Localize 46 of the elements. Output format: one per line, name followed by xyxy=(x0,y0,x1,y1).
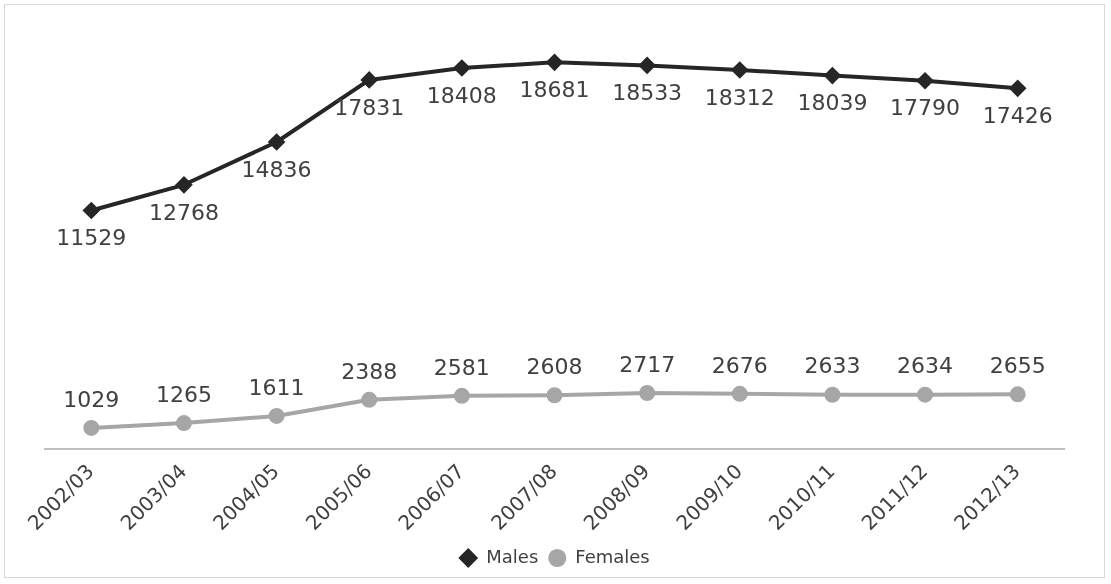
data-label: 17831 xyxy=(334,94,405,120)
data-label: 18681 xyxy=(519,77,590,103)
legend-label: Males xyxy=(486,545,539,567)
data-label: 2655 xyxy=(989,353,1046,378)
data-label: 2676 xyxy=(711,352,768,378)
point xyxy=(824,386,841,403)
data-label: 17790 xyxy=(890,95,961,121)
point xyxy=(731,61,748,78)
data-label: 17426 xyxy=(982,103,1053,129)
data-label: 12768 xyxy=(148,199,219,225)
data-label: 18533 xyxy=(612,80,683,106)
data-label: 2581 xyxy=(433,354,490,380)
data-label: 18312 xyxy=(704,84,775,110)
point xyxy=(639,57,656,74)
legend-label: Females xyxy=(575,545,650,567)
data-label: 1265 xyxy=(155,381,212,407)
data-label: 2608 xyxy=(526,353,583,379)
point xyxy=(175,415,192,432)
point xyxy=(917,72,934,89)
data-label: 2717 xyxy=(619,351,676,377)
data-label: 1611 xyxy=(248,374,305,400)
data-label: 11529 xyxy=(56,225,127,251)
data-label: 18408 xyxy=(426,82,497,108)
data-label: 2634 xyxy=(897,353,954,379)
point xyxy=(268,407,285,424)
data-label: 14836 xyxy=(241,156,312,182)
point xyxy=(731,385,748,402)
point xyxy=(453,387,470,404)
data-label: 18039 xyxy=(797,90,868,116)
point xyxy=(917,386,934,403)
point xyxy=(268,133,285,150)
point xyxy=(546,54,563,71)
point xyxy=(175,176,192,193)
data-label: 2633 xyxy=(804,353,861,379)
point xyxy=(83,419,100,436)
point xyxy=(453,59,470,76)
data-label: 2388 xyxy=(341,358,398,384)
point xyxy=(639,385,656,401)
point xyxy=(1009,386,1026,403)
point xyxy=(1009,80,1026,97)
data-label: 1029 xyxy=(63,386,120,412)
point xyxy=(83,202,100,219)
point xyxy=(824,67,841,84)
point xyxy=(361,71,378,88)
point xyxy=(361,391,378,408)
point xyxy=(546,387,563,404)
